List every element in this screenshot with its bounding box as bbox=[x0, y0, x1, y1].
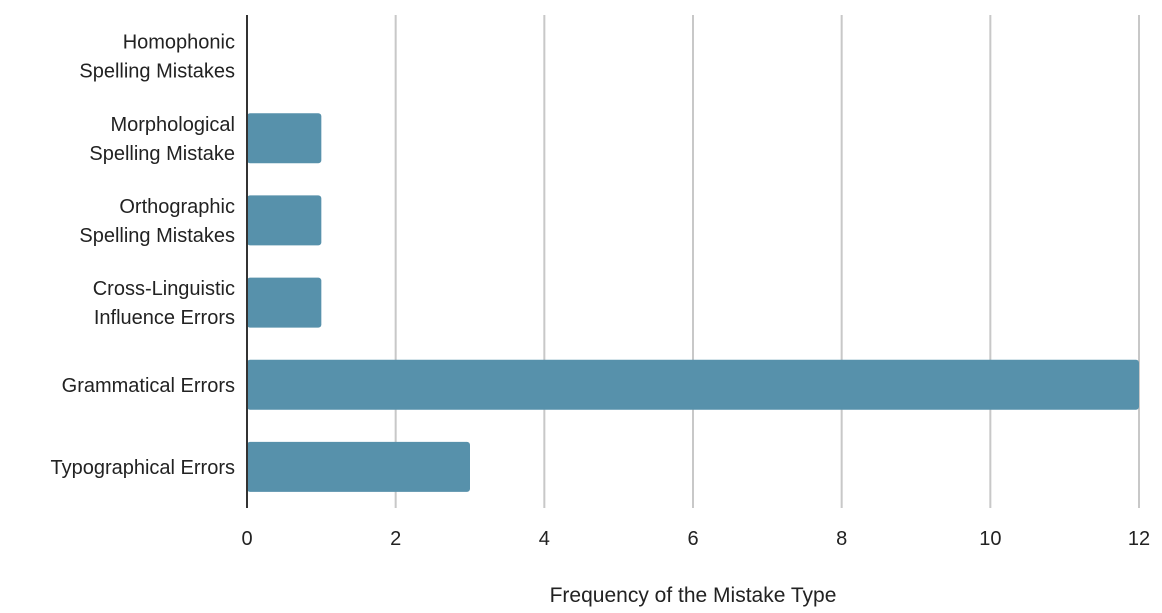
bar-typographical-errors bbox=[247, 441, 470, 492]
category-label: Homophonic Spelling Mistakes bbox=[79, 32, 235, 83]
bar-grammatical-errors bbox=[247, 359, 1139, 410]
category-label: Morphological Spelling Mistake bbox=[89, 114, 235, 165]
x-tick-label-2: 2 bbox=[390, 528, 401, 550]
bars bbox=[247, 113, 1139, 492]
gridlines bbox=[394, 15, 1140, 508]
x-tick-labels: 0 2 4 6 8 10 12 bbox=[241, 528, 1150, 550]
x-axis-title: Frequency of the Mistake Type bbox=[550, 584, 837, 607]
category-label: Typographical Errors bbox=[50, 457, 235, 479]
x-tick-label-6: 6 bbox=[687, 528, 698, 550]
bar-cross-linguistic-influence-errors bbox=[247, 277, 322, 328]
category-labels: Homophonic Spelling Mistakes Morphological… bbox=[50, 32, 235, 479]
bar-orthographic-spelling-mistakes bbox=[247, 195, 322, 246]
category-label: Grammatical Errors bbox=[62, 375, 235, 397]
category-label: Cross-Linguistic Influence Errors bbox=[93, 278, 235, 329]
bar-morphological-spelling-mistake bbox=[247, 113, 322, 164]
category-label: Orthographic Spelling Mistakes bbox=[79, 196, 235, 247]
x-tick-label-10: 10 bbox=[979, 528, 1001, 550]
x-tick-label-8: 8 bbox=[836, 528, 847, 550]
x-tick-label-4: 4 bbox=[539, 528, 550, 550]
x-tick-label-0: 0 bbox=[241, 528, 252, 550]
x-tick-label-12: 12 bbox=[1128, 528, 1150, 550]
